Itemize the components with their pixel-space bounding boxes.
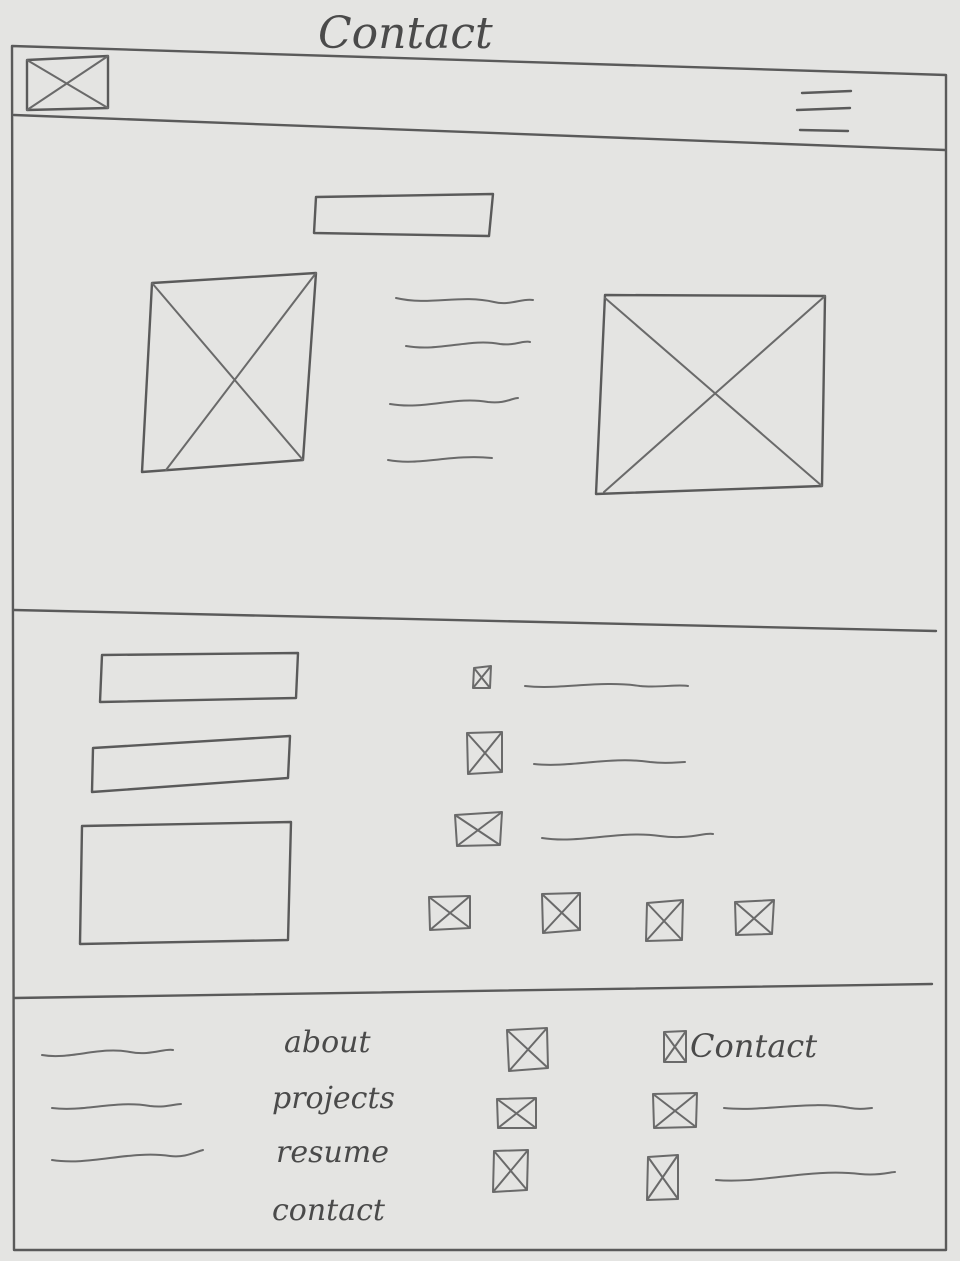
contact-form-section: [78, 651, 775, 946]
footer-link-resume[interactable]: resume: [276, 1135, 390, 1170]
page-title: Contact: [318, 8, 493, 59]
hero-section: [140, 192, 827, 496]
message-textarea[interactable]: [78, 820, 293, 946]
footer-text-lines: [41, 1048, 204, 1163]
hero-text-lines: [387, 297, 534, 463]
checkbox-crossed-icon: [663, 1030, 687, 1063]
checkbox-crossed-icon: [506, 1027, 549, 1072]
checkbox-crossed-icon: [646, 1154, 679, 1201]
checkbox-crossed-icon: [645, 899, 684, 942]
checkbox-crossed-icon: [428, 895, 471, 931]
footer-contact-icons[interactable]: [646, 1030, 698, 1201]
checkbox-crossed-icon: [472, 665, 492, 689]
hero-title-block: [312, 192, 495, 238]
text-line: [405, 340, 531, 349]
checkbox-crossed-icon: [454, 811, 503, 847]
checkbox-crossed-icon: [492, 1149, 529, 1193]
checkbox-crossed-icon: [496, 1097, 537, 1129]
text-line: [389, 397, 519, 407]
name-input-field[interactable]: [98, 651, 300, 704]
footer-link-projects[interactable]: projects: [272, 1081, 395, 1116]
section-divider: [12, 608, 938, 633]
checkbox-crossed-icon: [652, 1092, 698, 1129]
hero-image-right: [594, 293, 827, 496]
checkbox-grid[interactable]: [428, 892, 775, 942]
option-row[interactable]: [466, 731, 686, 775]
footer-divider: [12, 982, 934, 1000]
footer: [41, 1027, 896, 1201]
footer-link-about[interactable]: about: [284, 1025, 371, 1060]
nav-bar: [12, 54, 947, 152]
page-frame: [10, 44, 948, 1252]
footer-link-contact[interactable]: contact: [272, 1193, 385, 1228]
checkbox-crossed-icon: [466, 731, 503, 775]
checkbox-crossed-icon: [734, 899, 775, 936]
hamburger-menu-icon[interactable]: [795, 89, 853, 133]
checkbox-crossed-icon: [541, 892, 581, 934]
text-line: [387, 456, 493, 463]
footer-contact-lines: [715, 1104, 896, 1182]
logo-image-placeholder[interactable]: [25, 54, 110, 112]
option-row[interactable]: [454, 811, 714, 847]
hero-image-left: [140, 271, 318, 474]
option-row[interactable]: [472, 665, 689, 689]
footer-icons-column[interactable]: [492, 1027, 549, 1193]
email-input-field[interactable]: [90, 734, 292, 794]
text-line: [395, 297, 534, 305]
footer-contact-heading: Contact: [690, 1027, 818, 1065]
